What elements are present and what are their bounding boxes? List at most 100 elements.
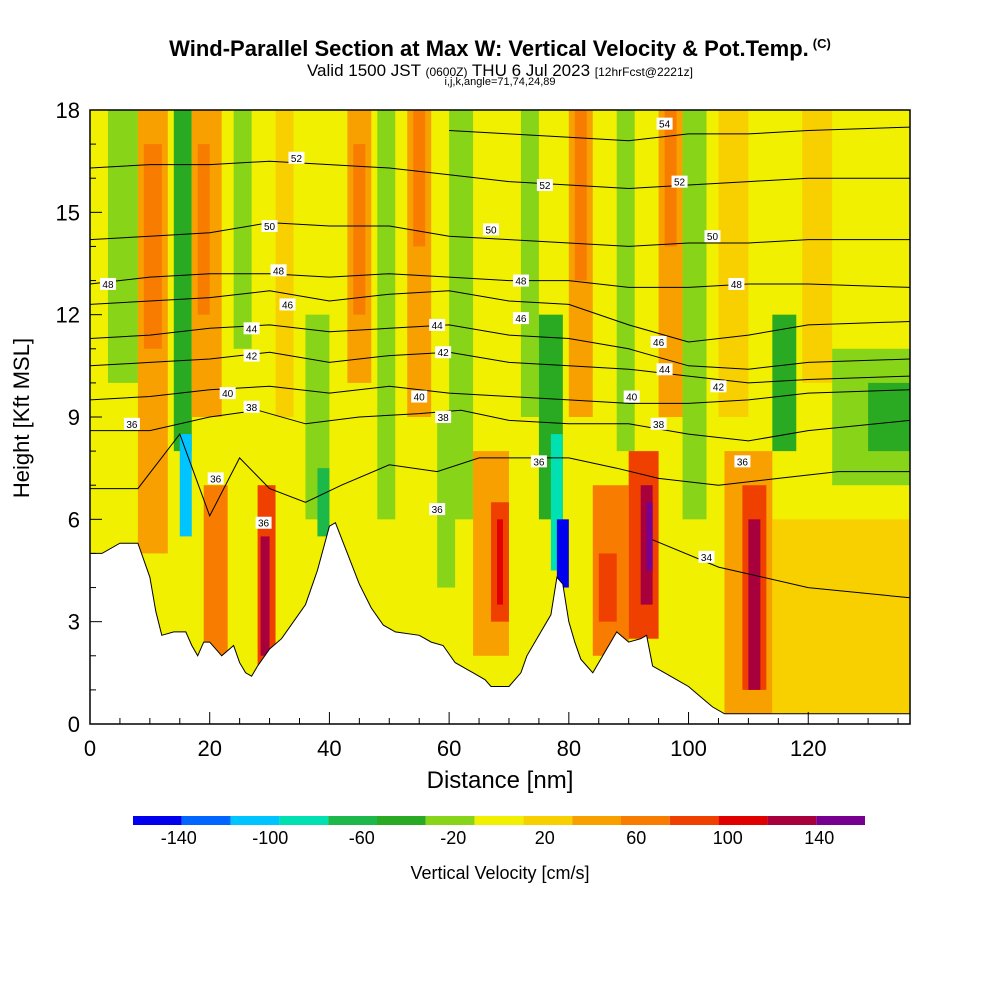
terrain-mask [90,521,910,724]
velocity-cell [868,382,910,452]
contour-label-bg [656,117,673,130]
contour-label-bg [530,455,547,468]
x-tick-label: 20 [197,736,221,761]
contour-label: 38 [435,411,452,424]
contour-label-text: 44 [432,321,444,332]
contour-label-bg [656,363,673,376]
contour-label-bg [435,346,452,359]
contour-label-text: 48 [731,280,743,291]
colorbar-swatch [718,816,768,825]
velocity-cell [598,553,617,622]
contour-label: 36 [255,516,272,530]
contour-label-bg [671,175,688,188]
y-axis-label: Height [Kft MSL] [9,337,34,499]
valid-date: THU 6 Jul 2023 [471,61,591,80]
contour-label: 44 [243,322,260,335]
colorbar-swatch [572,816,621,825]
contour-label-text: 38 [246,403,258,414]
contour-label: 36 [123,417,140,431]
contour-label-bg [536,179,553,192]
contour-label-text: 36 [126,420,138,431]
contour-label-text: 36 [210,474,222,485]
contour-label: 42 [243,349,260,363]
velocity-cell [353,144,366,315]
contour-label-bg [483,223,500,236]
contour-label-text: 48 [273,266,285,277]
colorbar-tick-label: -140 [161,828,197,848]
contour-label-text: 38 [438,413,450,424]
contour-label-bg [512,274,529,287]
contour-label-text: 36 [258,519,270,530]
contour-label-text: 40 [222,389,234,400]
contour-label: 48 [270,264,287,277]
velocity-cell [646,502,653,571]
contour-label-bg [650,417,667,430]
colorbar-swatch [279,816,329,825]
chart-subtitle: Valid 1500 JST (0600Z) THU 6 Jul 2023 [1… [0,61,1000,81]
contour-label-bg [650,335,667,348]
contour-label-text: 46 [282,300,294,311]
contour-label-bg [704,230,721,243]
contour-label: 50 [261,219,278,233]
contour-label-bg [728,277,745,290]
contour-label: 54 [656,117,673,131]
contour-label: 36 [207,472,224,485]
chart-title-text: Wind-Parallel Section at Max W: Vertical… [169,36,809,61]
contour-label-bg [435,411,452,423]
copyright-mark: (C) [812,36,831,51]
contour-label-text: 50 [485,225,497,236]
contour-label: 50 [704,230,721,243]
contour-label: 40 [623,390,640,404]
velocity-cell [616,110,635,452]
y-tick-label: 0 [68,712,80,737]
velocity-cell [377,110,396,520]
colorbar-swatch [133,816,182,825]
contour-label-text: 42 [438,348,450,359]
contour-label-bg [270,264,287,277]
colorbar-swatch [474,816,524,825]
contour-label: 36 [429,503,446,516]
x-tick-label: 40 [317,736,341,761]
contour-label-bg [698,550,715,563]
contour-label-text: 52 [291,154,303,165]
contour-label-text: 36 [737,457,749,468]
velocity-cell [550,434,563,571]
velocity-cell [413,110,426,247]
contour-label-bg [261,219,278,232]
contour-label: 42 [710,380,727,393]
contour-label-text: 52 [539,181,551,192]
contour-label: 50 [483,223,500,236]
velocity-cell [718,110,749,417]
theta-contours [90,126,910,599]
colorbar-tick-label: -20 [440,828,466,848]
velocity-cell [449,110,474,520]
contour-label: 46 [650,335,667,349]
contour-label-bg [411,390,428,403]
contour-label-bg [623,390,640,403]
velocity-cell [772,519,910,714]
theta-contour-line [90,290,910,343]
theta-contour-line [90,324,910,370]
contour-label-text: 44 [659,365,671,376]
contour-label-text: 38 [653,420,665,431]
y-tick-label: 6 [68,507,80,532]
contour-label-bg [512,312,529,325]
velocity-cell [748,519,761,690]
contour-label-text: 40 [626,393,638,404]
contour-label-text: 54 [659,120,671,131]
colorbar-tick-label: -100 [252,828,288,848]
colorbar-tick-label: 100 [713,828,743,848]
contour-label: 48 [728,277,745,291]
contour-label: 52 [536,179,553,192]
velocity-cell [497,519,503,605]
velocity-cell [772,314,797,452]
colorbar-tick-label: 20 [535,828,555,848]
velocity-cell [143,144,162,349]
velocity-cell [317,468,330,537]
velocity-cell [574,110,587,281]
contour-label-text: 50 [707,232,719,243]
contour-label-text: 48 [515,277,527,288]
chart-title: Wind-Parallel Section at Max W: Vertical… [0,36,1000,62]
